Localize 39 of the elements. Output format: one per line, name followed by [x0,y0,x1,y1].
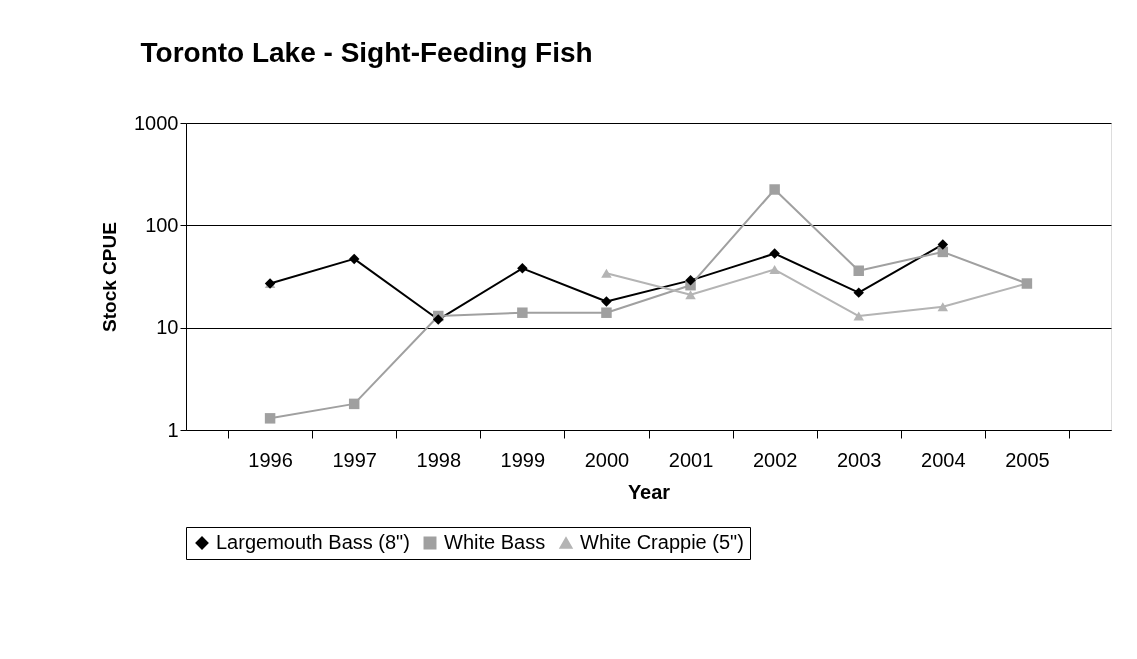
y-tick-label: 1 [167,418,179,441]
point [937,302,949,312]
point [517,263,528,274]
y-tick-label: 10 [156,316,179,339]
point [601,307,612,318]
chart-title: Toronto Lake - Sight-Feeding Fish [140,37,593,68]
point [264,413,276,424]
point [517,307,528,318]
x-tick-label: 1997 [332,448,377,471]
x-tick-label: 2004 [921,448,966,471]
x-axis-title: Year [627,480,671,503]
point [769,248,780,259]
point [433,314,444,325]
y-tick-label: 1000 [134,111,179,134]
x-tick-label: 2000 [584,448,630,471]
x-tick-label: 1999 [500,448,546,471]
point [348,398,360,410]
x-tick-label: 1996 [248,448,293,471]
point [348,253,360,265]
point [601,296,612,307]
point [769,184,780,195]
x-tick-label: 2005 [1005,448,1050,471]
point [937,239,949,250]
x-tick-label: 1998 [416,448,462,471]
x-tick-label: 2002 [752,448,798,471]
point [685,290,696,300]
y-tick-label: 100 [145,213,179,236]
y-axis-title: Stock CPUE [99,222,121,332]
point [853,311,864,321]
x-tick-label: 2001 [668,448,714,471]
x-tick-label: 2003 [836,448,882,471]
point [769,264,780,275]
legend-label: White Crappie (5") [580,531,744,553]
point [853,265,864,276]
legend-label: Largemouth Bass (8") [216,531,410,553]
point [601,268,612,278]
point [853,287,864,298]
legend-label: White Bass [444,531,546,553]
point [685,275,696,286]
